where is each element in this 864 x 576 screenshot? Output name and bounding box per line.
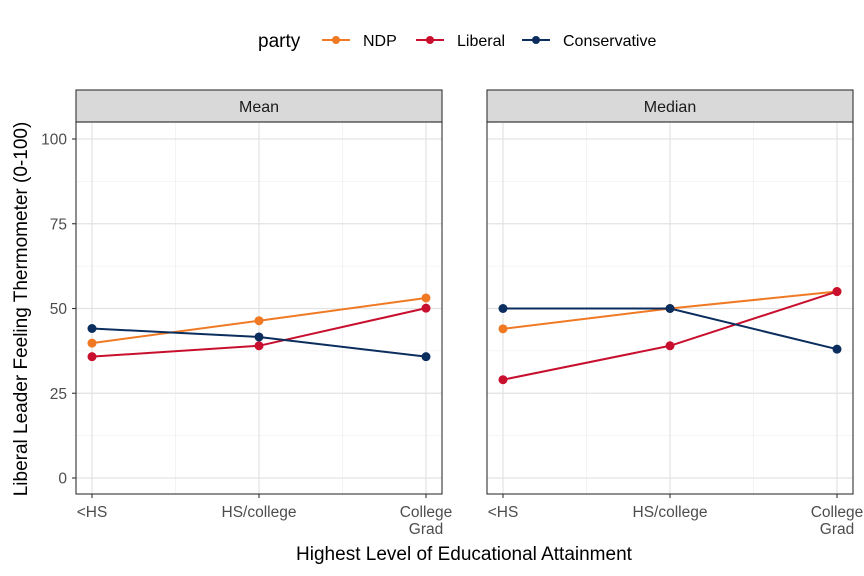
y-tick-label: 25 <box>50 386 67 403</box>
data-point <box>421 293 431 303</box>
y-tick-label: 100 <box>41 132 67 149</box>
x-tick-label: HS/college <box>222 504 297 521</box>
data-point <box>498 324 508 334</box>
y-tick-label: 75 <box>50 216 67 233</box>
data-point <box>832 344 842 354</box>
data-point <box>832 287 842 297</box>
data-point <box>498 304 508 313</box>
x-tick-label: HS/college <box>633 504 708 521</box>
legend: party NDP Liberal Conservative <box>258 31 656 52</box>
data-point <box>421 303 431 313</box>
y-axis-title: Liberal Leader Feeling Thermometer (0-10… <box>11 122 32 497</box>
facet-panel: Median <HS HS/college College Grad <box>486 89 864 538</box>
legend-title: party <box>258 31 301 52</box>
data-point <box>498 375 508 385</box>
x-tick-label: <HS <box>488 504 519 521</box>
legend-key-point <box>426 36 434 44</box>
panels: Mean<HS HS/college College Grad0255075100Me… <box>41 89 864 538</box>
facet-strip-label: Mean <box>239 99 279 116</box>
facet-strip <box>75 89 443 123</box>
data-point <box>87 338 97 348</box>
data-point <box>254 341 264 351</box>
data-point <box>87 324 97 334</box>
x-axis-title: Highest Level of Educational Attainment <box>296 544 633 565</box>
y-tick-label: 50 <box>50 301 68 318</box>
legend-label: Conservative <box>563 33 656 50</box>
data-point <box>254 316 264 326</box>
data-point <box>421 352 431 362</box>
facet-panel: Mean <HS HS/college College Grad 0 25 50 75 100 <box>41 89 453 538</box>
x-tick-label: <HS <box>77 504 108 521</box>
x-tick-label: College Grad <box>400 504 453 538</box>
legend-key-point <box>332 36 340 44</box>
facet-strip-label: Median <box>644 99 696 116</box>
y-tick-label: 0 <box>58 471 67 488</box>
data-point <box>665 341 675 351</box>
x-tick-label: College Grad <box>811 504 864 538</box>
legend-label: Liberal <box>457 33 505 50</box>
data-point <box>665 304 675 313</box>
legend-label: NDP <box>363 33 397 50</box>
data-point <box>87 352 97 362</box>
legend-key-point <box>532 36 540 44</box>
data-point <box>254 332 264 342</box>
